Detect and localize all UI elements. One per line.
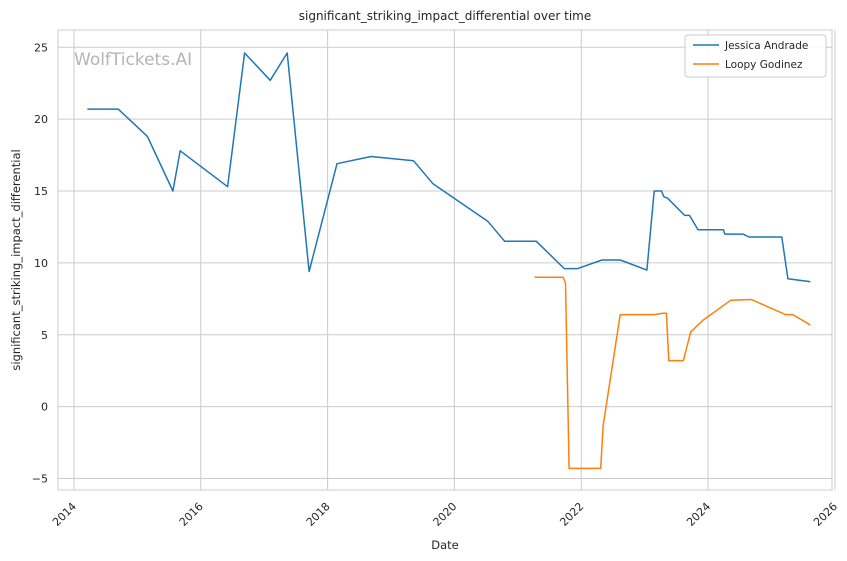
watermark-text: WolfTickets.AI <box>74 50 192 70</box>
chart-title: significant_striking_impact_differential… <box>299 9 591 23</box>
y-tick-label: −5 <box>32 473 48 486</box>
legend-label-jessica-andrade: Jessica Andrade <box>724 40 808 52</box>
y-gridlines <box>58 46 832 479</box>
series-layer <box>87 52 811 470</box>
y-axis-label: significant_striking_impact_differential <box>9 149 23 370</box>
series-line-jessica-andrade <box>87 52 811 283</box>
x-gridlines <box>73 30 836 490</box>
plot-frame <box>57 29 833 491</box>
legend: Jessica Andrade Loopy Godinez <box>684 34 827 78</box>
y-tick-label: 10 <box>34 257 48 270</box>
y-tick-label: 5 <box>41 329 48 342</box>
series-line-loopy-godinez <box>534 276 811 470</box>
y-tick-label: 15 <box>34 185 48 198</box>
legend-label-loopy-godinez: Loopy Godinez <box>725 59 803 71</box>
x-axis-label: Date <box>431 538 459 552</box>
plot-area <box>58 30 832 490</box>
y-tick-label: 25 <box>34 41 48 54</box>
y-tick-label: 0 <box>41 401 48 414</box>
y-tick-label: 20 <box>34 113 48 126</box>
y-tick-labels: −5 0 5 10 15 20 25 <box>32 41 48 485</box>
legend-box <box>684 34 827 78</box>
